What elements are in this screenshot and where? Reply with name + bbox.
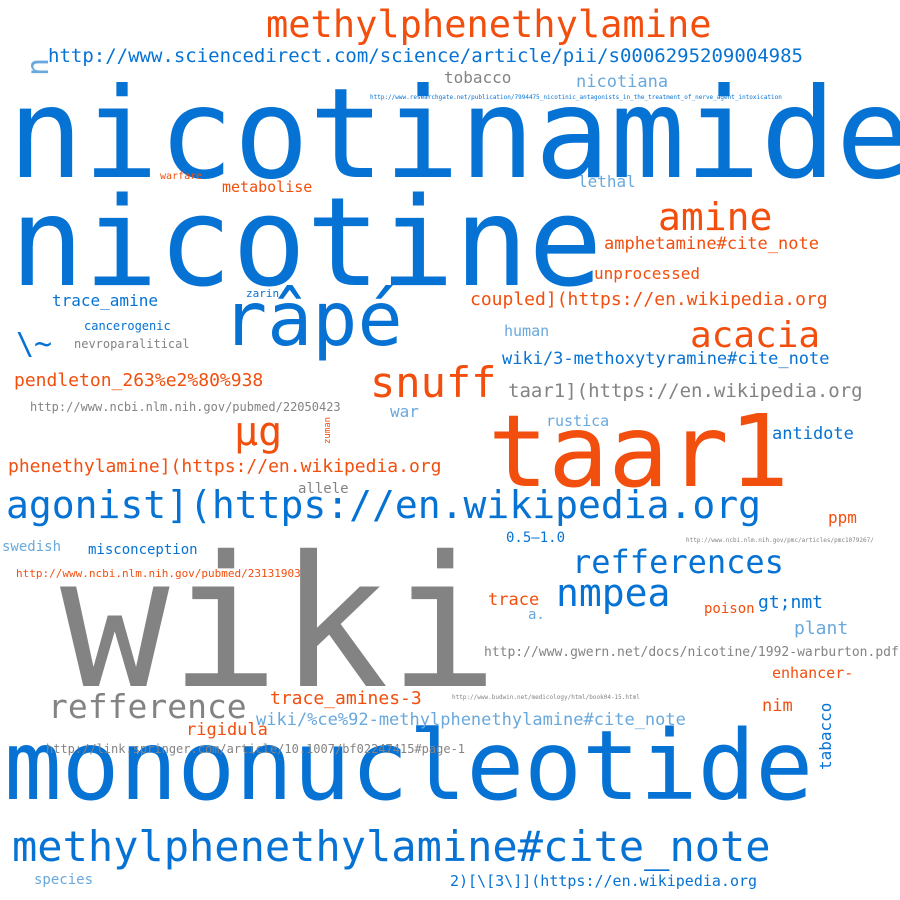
word-springer-url: http://link.springer.com/article/10.1007… (46, 742, 466, 756)
word-enhancer: enhancer- (772, 664, 854, 682)
word-nmpea: nmpea (556, 571, 671, 615)
word-backslash-tilde: \~ (16, 327, 53, 362)
word-trace-amines-3: trace_amines-3 (270, 688, 422, 709)
word-allele: allele (298, 481, 349, 497)
word-rape: râpé (222, 275, 403, 363)
word-mononucleotide: mononucleotide (4, 710, 814, 822)
word-warfare: warfare (160, 171, 203, 182)
word-sciencedirect-url: http://www.sciencedirect.com/science/art… (48, 45, 803, 67)
word-nicotinamide: nicotinamide (8, 62, 900, 207)
word-plant: plant (794, 618, 849, 639)
word-ncbi-22050423: http://www.ncbi.nlm.nih.gov/pubmed/22050… (30, 400, 341, 414)
word-amphetamine-cite-note: amphetamine#cite_note (604, 234, 819, 254)
word-human: human (504, 322, 550, 340)
word-ug: µg (234, 409, 283, 455)
word-snuff: snuff (370, 358, 497, 407)
word-trace-amine: trace_amine (52, 291, 158, 310)
word-refference: refference (48, 687, 247, 726)
word-taar1-link: taar1](https://en.wikipedia.org (508, 380, 863, 402)
word-methoxytyramine-cite-note: wiki/3-methoxytyramine#cite_note (502, 349, 830, 369)
word-nicotiana: nicotiana (576, 72, 669, 92)
word-refferences: refferences (572, 543, 784, 581)
word-n-char: n (21, 57, 56, 76)
word-poison: poison (704, 601, 755, 617)
word-budwin-url: http://www.budwin.net/medicology/html/bo… (452, 694, 640, 701)
word-unprocessed: unprocessed (594, 264, 700, 283)
word-coupled-link: coupled](https://en.wikipedia.org (470, 289, 828, 310)
word-researchgate-url: http://www.researchgate.net/publication/… (370, 94, 782, 101)
word-agonist-link: agonist](https://en.wikipedia.org (6, 483, 761, 527)
word-tabacco: tabacco (816, 702, 835, 770)
word-trace: trace (488, 590, 540, 610)
word-metabolise: metabolise (222, 178, 313, 196)
word-rustica: rustica (546, 412, 610, 430)
word-cancerogenic: cancerogenic (84, 319, 171, 333)
word-rigidula: rigidula (186, 720, 268, 740)
word-methylphenethylamine: methylphenethylamine (266, 3, 712, 46)
word-gt-nmt: gt;nmt (758, 592, 824, 613)
word-phenethylamine-link: phenethylamine](https://en.wikipedia.org (8, 456, 442, 477)
word-tobacco: tobacco (444, 68, 512, 87)
word-lethal: lethal (578, 172, 636, 191)
word-species: species (34, 872, 94, 888)
word-acacia: acacia (690, 315, 821, 356)
word-zuman: zuman (323, 416, 333, 444)
word-amine: amine (658, 195, 773, 239)
word-ncbi-pmc-url: http://www.ncbi.nlm.nih.gov/pmc/articles… (686, 537, 874, 544)
word-wiki: wiki (60, 517, 499, 729)
word-ref-2-3-link: 2)[\[3\]](https://en.wikipedia.org (450, 872, 758, 890)
word-a-dot: a. (528, 607, 545, 623)
word-misconception: misconception (88, 542, 198, 558)
word-ppm: ppm (828, 508, 857, 527)
word-zarin: zarin (246, 287, 280, 300)
word-nim: nim (762, 696, 793, 716)
word-methylphenethylamine-cite-note: methylphenethylamine#cite_note (12, 822, 771, 871)
word-antidote: antidote (772, 424, 854, 444)
word-war: war (390, 402, 419, 421)
word-ncbi-23131903: http://www.ncbi.nlm.nih.gov/pubmed/23131… (16, 567, 301, 580)
word-pendleton: pendleton_263%e2%80%938 (14, 370, 264, 391)
word-gwern-url: http://www.gwern.net/docs/nicotine/1992-… (484, 645, 899, 660)
word-nevroparalitical: nevroparalitical (74, 337, 190, 351)
word-swedish: swedish (2, 539, 62, 555)
word-wiki-beta-cite-note: wiki/%ce%92-methylphenethylamine#cite_no… (256, 710, 686, 730)
word-taar1: taar1 (488, 393, 790, 510)
word-range: 0.5–1.0 (506, 530, 566, 546)
word-nicotine: nicotine (10, 172, 603, 315)
